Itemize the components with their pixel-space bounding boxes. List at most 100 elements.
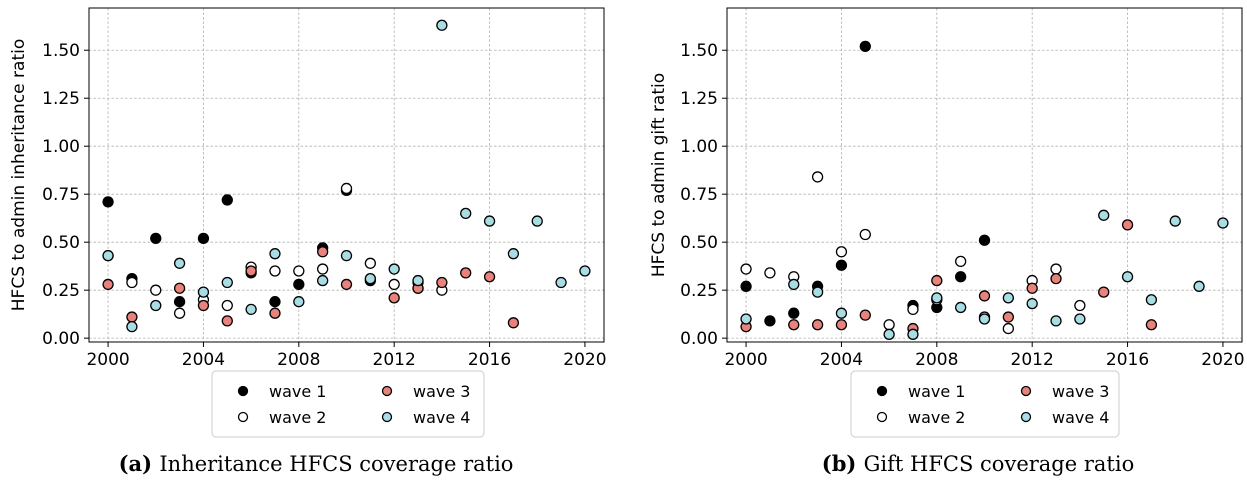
data-point-wave-3 bbox=[197, 299, 210, 312]
data-point-wave-2 bbox=[150, 284, 162, 296]
data-point-wave-2 bbox=[173, 307, 186, 319]
data-point-wave-2 bbox=[764, 267, 776, 279]
data-point-wave-3 bbox=[1050, 273, 1062, 285]
x-tick-label: 2012 bbox=[373, 350, 416, 370]
data-point-wave-4 bbox=[1217, 217, 1229, 229]
data-point-wave-3 bbox=[1145, 319, 1158, 331]
legend-label: wave 4 bbox=[413, 408, 470, 427]
data-point-wave-4 bbox=[293, 296, 305, 308]
x-tick-label: 2000 bbox=[86, 350, 129, 370]
x-tick-label: 2020 bbox=[563, 350, 606, 370]
data-point-wave-4 bbox=[811, 286, 824, 298]
legend-marker-wave-2 bbox=[876, 411, 888, 423]
data-point-wave-2 bbox=[1074, 299, 1086, 312]
data-point-wave-3 bbox=[788, 319, 800, 331]
y-tick-label: 0.25 bbox=[42, 281, 80, 301]
chart-gift-panel: 2000 2004 2008 2012 2016 2020 0.00 0.25 0.50 0.75… bbox=[649, 7, 1245, 476]
y-tick-label: 0.75 bbox=[680, 185, 718, 205]
data-point-wave-2 bbox=[1002, 322, 1014, 335]
chart-inheritance-panel: 2000 2004 2008 2012 2016 2020 0.00 0.25 0.50 0.75… bbox=[9, 7, 607, 476]
data-point-wave-3 bbox=[173, 282, 186, 294]
data-point-wave-2 bbox=[317, 263, 329, 275]
legend-marker-wave-3 bbox=[1020, 385, 1032, 397]
y-tick-label: 1.50 bbox=[680, 41, 718, 61]
data-point-wave-2 bbox=[835, 246, 848, 258]
data-point-wave-1 bbox=[859, 40, 871, 53]
data-point-wave-3 bbox=[102, 278, 114, 291]
data-point-wave-2 bbox=[907, 303, 919, 316]
data-point-wave-4 bbox=[835, 307, 848, 319]
legend-box bbox=[211, 370, 485, 438]
figure-caption: (a) Inheritance HFCS coverage ratio bbox=[119, 451, 514, 476]
data-point-wave-1 bbox=[788, 307, 800, 319]
data-point-wave-3 bbox=[221, 315, 233, 327]
data-point-wave-1 bbox=[102, 196, 114, 208]
data-point-wave-2 bbox=[740, 263, 752, 275]
data-point-wave-2 bbox=[883, 319, 895, 331]
x-tick-label: 2016 bbox=[1106, 350, 1149, 370]
data-point-wave-3 bbox=[317, 246, 329, 258]
data-point-wave-2 bbox=[269, 265, 281, 277]
x-tick-label: 2008 bbox=[915, 350, 958, 370]
data-point-wave-4 bbox=[1121, 271, 1134, 283]
legend: wave 1 wave 2 wave 3 wave 4 bbox=[850, 370, 1120, 438]
y-tick-label: 1.00 bbox=[42, 137, 80, 157]
data-point-wave-4 bbox=[555, 276, 567, 289]
data-point-wave-3 bbox=[388, 292, 400, 304]
y-tick-label: 1.50 bbox=[42, 41, 80, 61]
data-point-wave-1 bbox=[955, 271, 967, 283]
data-point-wave-4 bbox=[197, 286, 210, 298]
data-point-wave-4 bbox=[340, 249, 353, 262]
data-point-wave-1 bbox=[197, 232, 210, 244]
x-tick-label: 2012 bbox=[1011, 350, 1054, 370]
legend-label: wave 4 bbox=[1052, 408, 1109, 427]
data-point-wave-2 bbox=[364, 257, 376, 269]
data-point-wave-2 bbox=[811, 171, 824, 183]
data-point-wave-4 bbox=[1169, 215, 1181, 227]
data-point-wave-3 bbox=[1098, 286, 1110, 298]
data-point-wave-3 bbox=[978, 290, 991, 302]
data-point-wave-4 bbox=[507, 248, 520, 260]
data-point-wave-1 bbox=[293, 278, 305, 291]
x-tick-label: 2004 bbox=[182, 350, 225, 370]
data-point-wave-4 bbox=[931, 292, 943, 304]
data-point-wave-4 bbox=[1026, 297, 1038, 310]
data-point-wave-4 bbox=[1098, 209, 1110, 221]
data-point-wave-3 bbox=[245, 265, 257, 277]
data-point-wave-4 bbox=[102, 249, 114, 262]
data-point-wave-3 bbox=[1121, 219, 1134, 231]
y-tick-label: 1.25 bbox=[42, 89, 80, 109]
y-axis-label: HFCS to admin gift ratio bbox=[649, 73, 669, 277]
y-tick-label: 0.50 bbox=[42, 233, 80, 253]
data-point-wave-4 bbox=[436, 19, 448, 31]
data-point-wave-4 bbox=[531, 215, 543, 227]
data-point-wave-4 bbox=[883, 328, 895, 340]
legend-marker-wave-2 bbox=[237, 411, 249, 423]
legend-label: wave 2 bbox=[269, 408, 326, 427]
data-point-wave-1 bbox=[740, 280, 752, 292]
data-point-wave-3 bbox=[931, 274, 943, 287]
data-point-wave-3 bbox=[436, 276, 448, 289]
data-point-wave-3 bbox=[126, 311, 138, 323]
y-tick-label: 0.25 bbox=[680, 281, 718, 301]
data-point-wave-4 bbox=[126, 320, 138, 333]
data-point-wave-4 bbox=[412, 274, 424, 287]
data-point-wave-1 bbox=[150, 232, 162, 244]
data-point-wave-4 bbox=[579, 265, 591, 277]
data-point-wave-3 bbox=[340, 278, 353, 291]
data-point-wave-4 bbox=[1193, 280, 1205, 292]
legend-label: wave 1 bbox=[269, 382, 326, 401]
data-point-wave-1 bbox=[221, 194, 233, 206]
data-point-wave-3 bbox=[483, 271, 496, 283]
legend-marker-wave-1 bbox=[237, 385, 249, 397]
data-point-wave-1 bbox=[269, 296, 281, 308]
data-point-wave-1 bbox=[835, 259, 848, 271]
legend-box bbox=[850, 370, 1120, 438]
data-point-wave-1 bbox=[978, 234, 991, 246]
data-point-wave-4 bbox=[269, 248, 281, 260]
data-point-wave-3 bbox=[835, 319, 848, 331]
data-point-wave-4 bbox=[364, 273, 376, 285]
data-point-wave-4 bbox=[173, 257, 186, 269]
data-point-wave-1 bbox=[764, 315, 776, 327]
